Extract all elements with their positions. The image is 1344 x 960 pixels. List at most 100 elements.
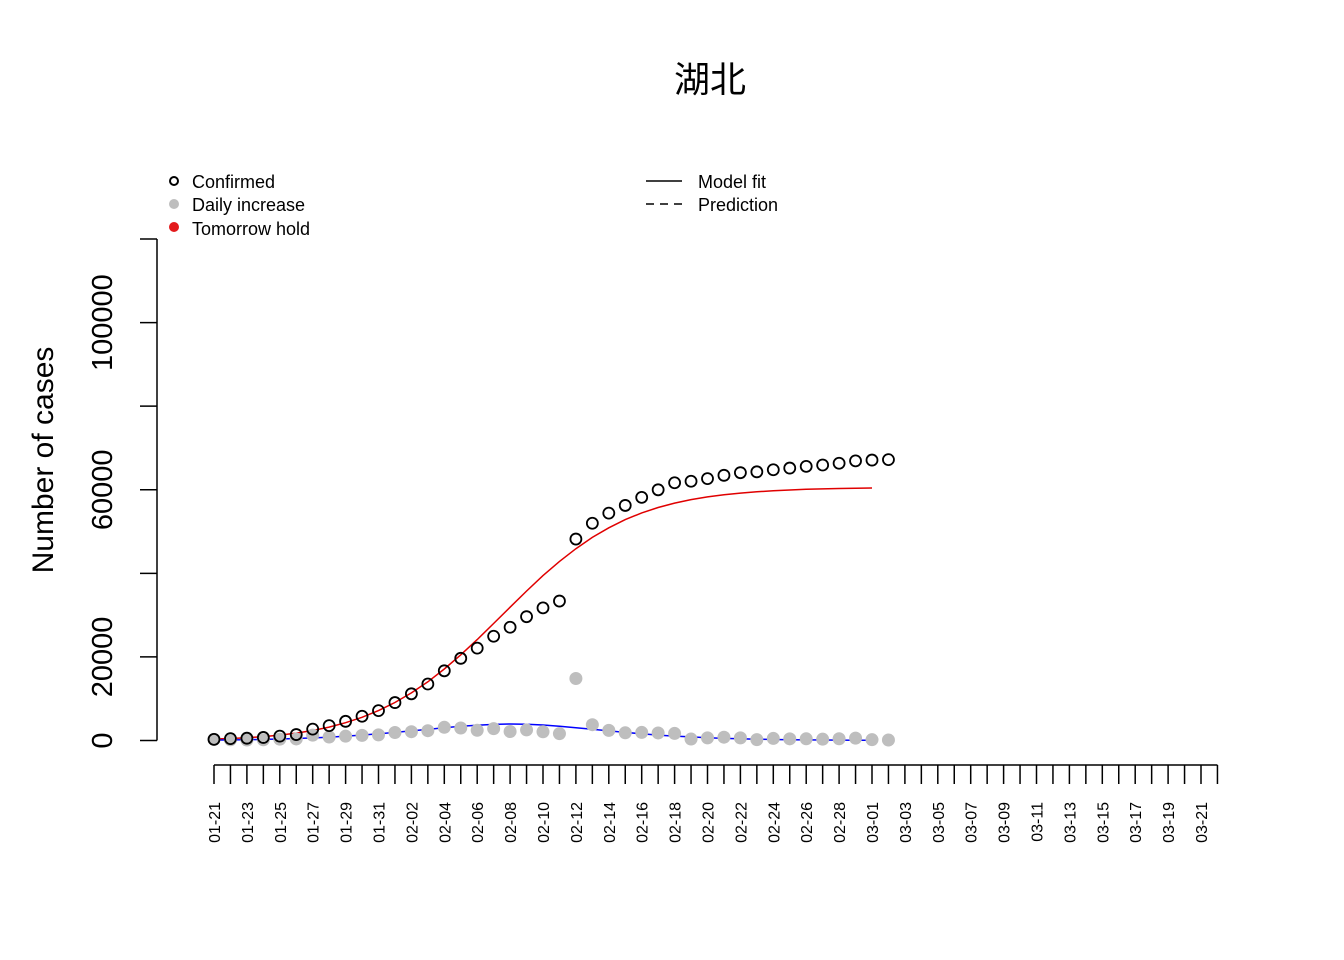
daily-increase-points bbox=[207, 671, 895, 747]
legend: Confirmed Daily increase Tomorrow hold M… bbox=[169, 172, 778, 239]
y-tick-label: 20000 bbox=[87, 617, 119, 698]
x-tick-label: 03-19 bbox=[1161, 802, 1178, 843]
confirmed-point bbox=[404, 687, 418, 701]
confirmed-point bbox=[816, 458, 830, 472]
y-tick-label: 100000 bbox=[87, 274, 119, 371]
confirmed-point bbox=[503, 620, 517, 634]
x-tick-label: 03-01 bbox=[865, 802, 882, 843]
x-tick-label: 03-09 bbox=[997, 802, 1014, 843]
x-tick-label: 02-28 bbox=[832, 802, 849, 843]
daily-increase-point bbox=[849, 731, 863, 745]
confirmed-point bbox=[388, 696, 402, 709]
x-tick-label: 03-21 bbox=[1194, 802, 1211, 843]
confirmed-point bbox=[437, 664, 451, 678]
x-tick-label: 02-12 bbox=[569, 802, 586, 843]
daily-increase-point bbox=[799, 732, 813, 746]
daily-increase-point bbox=[766, 731, 780, 745]
daily-increase-point bbox=[503, 725, 517, 739]
daily-increase-point bbox=[520, 723, 534, 737]
legend-marker-daily-increase bbox=[169, 199, 179, 209]
confirmed-point bbox=[470, 641, 484, 655]
daily-increase-point bbox=[536, 725, 550, 739]
daily-increase-point bbox=[569, 671, 583, 685]
confirmed-point bbox=[684, 474, 698, 488]
daily-increase-point bbox=[355, 728, 369, 742]
confirmed-point bbox=[717, 468, 731, 482]
legend-label-tomorrow-hold: Tomorrow hold bbox=[192, 219, 310, 239]
confirmed-point bbox=[882, 453, 895, 466]
confirmed-point bbox=[256, 731, 270, 744]
y-tick-label: 0 bbox=[87, 732, 119, 748]
legend-label-prediction: Prediction bbox=[698, 195, 778, 215]
daily-increase-point bbox=[552, 727, 566, 741]
confirmed-point bbox=[750, 465, 764, 479]
daily-increase-point bbox=[372, 728, 385, 742]
chart-title: 湖北 bbox=[674, 60, 746, 101]
daily-increase-point bbox=[684, 732, 698, 746]
confirmed-point bbox=[207, 732, 221, 746]
confirmed-point bbox=[454, 651, 468, 665]
confirmed-point bbox=[289, 728, 303, 741]
x-tick-label: 01-27 bbox=[306, 802, 323, 843]
daily-increase-point bbox=[487, 722, 501, 736]
legend-marker-tomorrow-hold bbox=[169, 222, 179, 232]
x-tick-label: 02-18 bbox=[668, 802, 685, 843]
daily-increase-point bbox=[256, 733, 270, 747]
daily-increase-point bbox=[421, 724, 435, 738]
x-tick-label: 02-06 bbox=[470, 802, 487, 843]
daily-increase-point bbox=[783, 732, 797, 746]
daily-increase-point bbox=[733, 731, 747, 745]
daily-increase-point bbox=[618, 726, 632, 740]
confirmed-point bbox=[651, 483, 665, 497]
daily-increase-point bbox=[470, 723, 484, 737]
x-tick-label: 03-03 bbox=[898, 802, 915, 843]
x-tick-label: 02-24 bbox=[766, 802, 783, 843]
x-tick-label: 03-07 bbox=[964, 802, 981, 843]
daily-increase-point bbox=[339, 729, 353, 743]
confirmed-point bbox=[832, 456, 846, 470]
x-tick-label: 02-04 bbox=[437, 802, 454, 843]
confirmed-point bbox=[799, 459, 813, 473]
daily-increase-point bbox=[404, 725, 418, 739]
confirmed-point bbox=[865, 453, 879, 467]
daily-increase-point bbox=[388, 725, 402, 739]
legend-label-model-fit: Model fit bbox=[698, 172, 766, 192]
x-tick-label: 03-05 bbox=[931, 802, 948, 843]
legend-label-daily-increase: Daily increase bbox=[192, 195, 305, 215]
x-tick-label: 02-02 bbox=[404, 802, 421, 843]
x-tick-label: 02-14 bbox=[602, 802, 619, 843]
confirmed-point bbox=[602, 506, 616, 520]
confirmed-point bbox=[553, 594, 566, 608]
x-tick-label: 03-15 bbox=[1095, 802, 1112, 843]
confirmed-point bbox=[849, 454, 862, 468]
x-tick-label: 01-21 bbox=[207, 802, 224, 843]
legend-label-confirmed: Confirmed bbox=[192, 172, 275, 192]
confirmed-point bbox=[701, 472, 714, 486]
x-axis: 01-21 01-23 01-25 01-27 01-29 01-31 02-02 02-04… bbox=[207, 764, 1219, 843]
x-tick-label: 01-29 bbox=[339, 802, 356, 843]
x-tick-label: 01-25 bbox=[273, 802, 290, 843]
confirmed-point bbox=[536, 601, 550, 615]
daily-increase-point bbox=[881, 733, 895, 747]
x-tick-label: 02-26 bbox=[799, 802, 816, 843]
daily-increase-point bbox=[273, 732, 287, 746]
confirmed-point bbox=[322, 719, 336, 733]
x-tick-label: 02-16 bbox=[635, 802, 652, 843]
x-tick-label: 02-22 bbox=[733, 802, 750, 843]
daily-increase-point bbox=[454, 721, 468, 735]
confirmed-point bbox=[306, 722, 320, 736]
daily-increase-point bbox=[289, 732, 303, 746]
confirmed-point bbox=[585, 516, 599, 530]
daily-increase-point bbox=[651, 726, 665, 740]
confirmed-point bbox=[569, 532, 583, 546]
confirmed-point bbox=[766, 463, 780, 477]
x-tick-label: 01-31 bbox=[372, 802, 389, 843]
x-tick-label: 03-11 bbox=[1030, 802, 1047, 842]
daily-increase-point bbox=[701, 731, 714, 745]
daily-increase-point bbox=[865, 733, 879, 747]
x-tick-label: 03-13 bbox=[1062, 802, 1079, 843]
daily-increase-point bbox=[207, 732, 221, 746]
x-tick-label: 03-17 bbox=[1128, 802, 1145, 843]
daily-increase-point bbox=[602, 723, 616, 737]
